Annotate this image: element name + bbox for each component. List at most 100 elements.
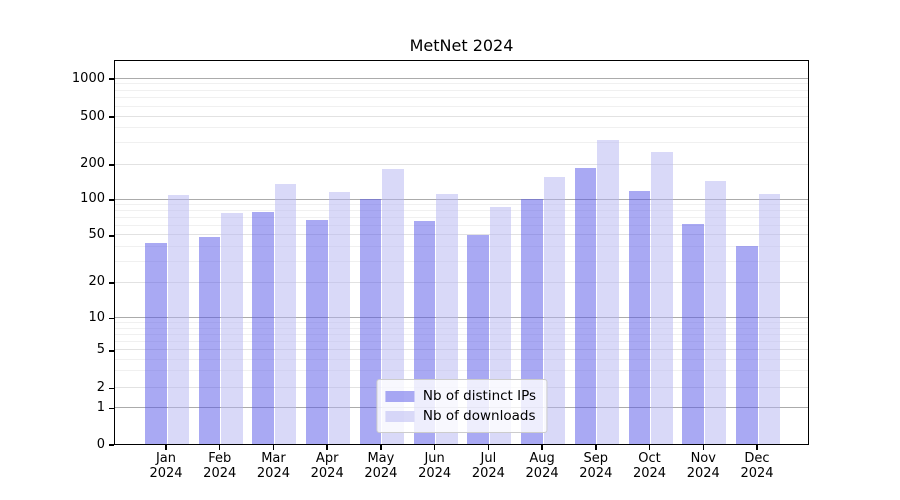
legend-label-downloads: Nb of downloads xyxy=(422,408,536,424)
bar-downloads-may xyxy=(382,169,404,444)
legend-swatch-downloads xyxy=(384,410,414,422)
gridline-7 xyxy=(115,333,808,335)
y-tick-500 xyxy=(109,116,114,118)
x-label-year: 2024 xyxy=(310,466,344,481)
bar-distinct-ips-feb xyxy=(198,237,221,444)
bar-downloads-dec xyxy=(758,194,780,444)
bar-downloads-nov xyxy=(704,180,727,444)
gridline-60 xyxy=(115,225,808,227)
y-tick-1000 xyxy=(109,78,114,80)
chart-title: MetNet 2024 xyxy=(409,36,514,55)
gridline-300 xyxy=(115,142,808,144)
bar-downloads-aug xyxy=(543,176,566,444)
x-label-dec: Dec 2024 xyxy=(727,451,787,481)
y-label-500: 500 xyxy=(80,108,105,124)
y-label-1000: 1000 xyxy=(71,70,105,86)
y-tick-20 xyxy=(109,282,114,284)
gridline-70 xyxy=(115,217,808,219)
gridline-700 xyxy=(115,97,808,99)
x-label-jul: Jul 2024 xyxy=(458,451,518,481)
bar-distinct-ips-jan xyxy=(145,242,167,444)
x-label-year: 2024 xyxy=(579,466,613,481)
x-label-may: May 2024 xyxy=(351,451,411,481)
bar-distinct-ips-dec xyxy=(736,246,758,444)
y-tick-1 xyxy=(109,407,114,409)
y-label-0: 0 xyxy=(96,436,105,452)
y-label-5: 5 xyxy=(96,342,105,358)
gridline-20 xyxy=(115,281,808,283)
bar-distinct-ips-sep xyxy=(574,167,597,444)
bar-downloads-apr xyxy=(328,192,351,444)
x-label-year: 2024 xyxy=(632,466,667,481)
bar-downloads-feb xyxy=(221,212,243,444)
gridline-1000 xyxy=(115,77,808,79)
x-tick-apr xyxy=(326,445,328,450)
gridline-200 xyxy=(115,163,808,165)
y-tick-5 xyxy=(109,350,114,352)
plot-area: Nb of distinct IPs Nb of downloads xyxy=(114,60,809,445)
gridline-5 xyxy=(115,349,808,351)
x-label-apr: Apr 2024 xyxy=(297,451,357,481)
x-tick-nov xyxy=(702,445,704,450)
x-label-feb: Feb 2024 xyxy=(190,451,250,481)
x-label-year: 2024 xyxy=(364,466,398,481)
y-label-20: 20 xyxy=(88,274,105,290)
bar-downloads-sep xyxy=(597,140,619,444)
bar-downloads-mar xyxy=(274,183,297,444)
gridline-10 xyxy=(115,317,808,319)
x-label-mar: Mar 2024 xyxy=(243,451,303,481)
x-label-year: 2024 xyxy=(686,466,720,481)
bar-distinct-ips-oct xyxy=(628,190,651,444)
legend-label-distinct-ips: Nb of distinct IPs xyxy=(422,388,537,404)
x-tick-oct xyxy=(648,445,651,450)
gridline-400 xyxy=(115,127,808,129)
x-label-year: 2024 xyxy=(256,466,290,481)
y-tick-50 xyxy=(109,235,114,237)
y-tick-100 xyxy=(109,199,114,201)
x-label-jan: Jan 2024 xyxy=(136,451,196,481)
x-tick-mar xyxy=(272,445,275,450)
y-tick-0 xyxy=(109,444,114,446)
y-label-50: 50 xyxy=(88,227,105,243)
gridline-9 xyxy=(115,322,808,324)
gridline-8 xyxy=(115,327,808,329)
y-label-100: 100 xyxy=(80,191,105,207)
x-label-sep: Sep 2024 xyxy=(566,451,626,481)
gridline-100 xyxy=(115,198,808,200)
legend-entry-downloads: Nb of downloads xyxy=(384,406,536,426)
x-label-year: 2024 xyxy=(149,466,183,481)
bar-distinct-ips-apr xyxy=(306,219,328,444)
x-label-year: 2024 xyxy=(418,466,452,481)
bar-distinct-ips-nov xyxy=(682,223,704,444)
y-label-200: 200 xyxy=(80,156,105,172)
x-tick-dec xyxy=(756,445,758,450)
x-tick-sep xyxy=(595,445,597,450)
gridline-50 xyxy=(115,234,808,236)
bar-downloads-oct xyxy=(651,152,673,444)
x-label-aug: Aug 2024 xyxy=(512,451,572,481)
gridline-900 xyxy=(115,83,808,85)
x-label-year: 2024 xyxy=(471,466,505,481)
y-tick-10 xyxy=(109,317,114,320)
bar-downloads-jan xyxy=(167,194,189,444)
x-tick-aug xyxy=(541,445,543,450)
gridline-3 xyxy=(115,370,808,372)
gridline-80 xyxy=(115,210,808,212)
x-label-year: 2024 xyxy=(203,466,237,481)
gridline-600 xyxy=(115,105,808,107)
legend-swatch-distinct-ips xyxy=(384,390,414,402)
y-label-1: 1 xyxy=(96,399,105,415)
gridline-40 xyxy=(115,245,808,247)
x-label-nov: Nov 2024 xyxy=(673,451,733,481)
y-label-2: 2 xyxy=(96,379,105,395)
x-tick-jun xyxy=(433,445,436,450)
gridline-30 xyxy=(115,260,808,262)
gridline-6 xyxy=(115,340,808,342)
y-tick-2 xyxy=(109,387,114,389)
x-label-oct: Oct 2024 xyxy=(620,451,680,481)
x-tick-may xyxy=(380,445,382,450)
x-tick-feb xyxy=(219,445,221,450)
x-label-year: 2024 xyxy=(525,466,559,481)
x-tick-jul xyxy=(487,445,490,450)
